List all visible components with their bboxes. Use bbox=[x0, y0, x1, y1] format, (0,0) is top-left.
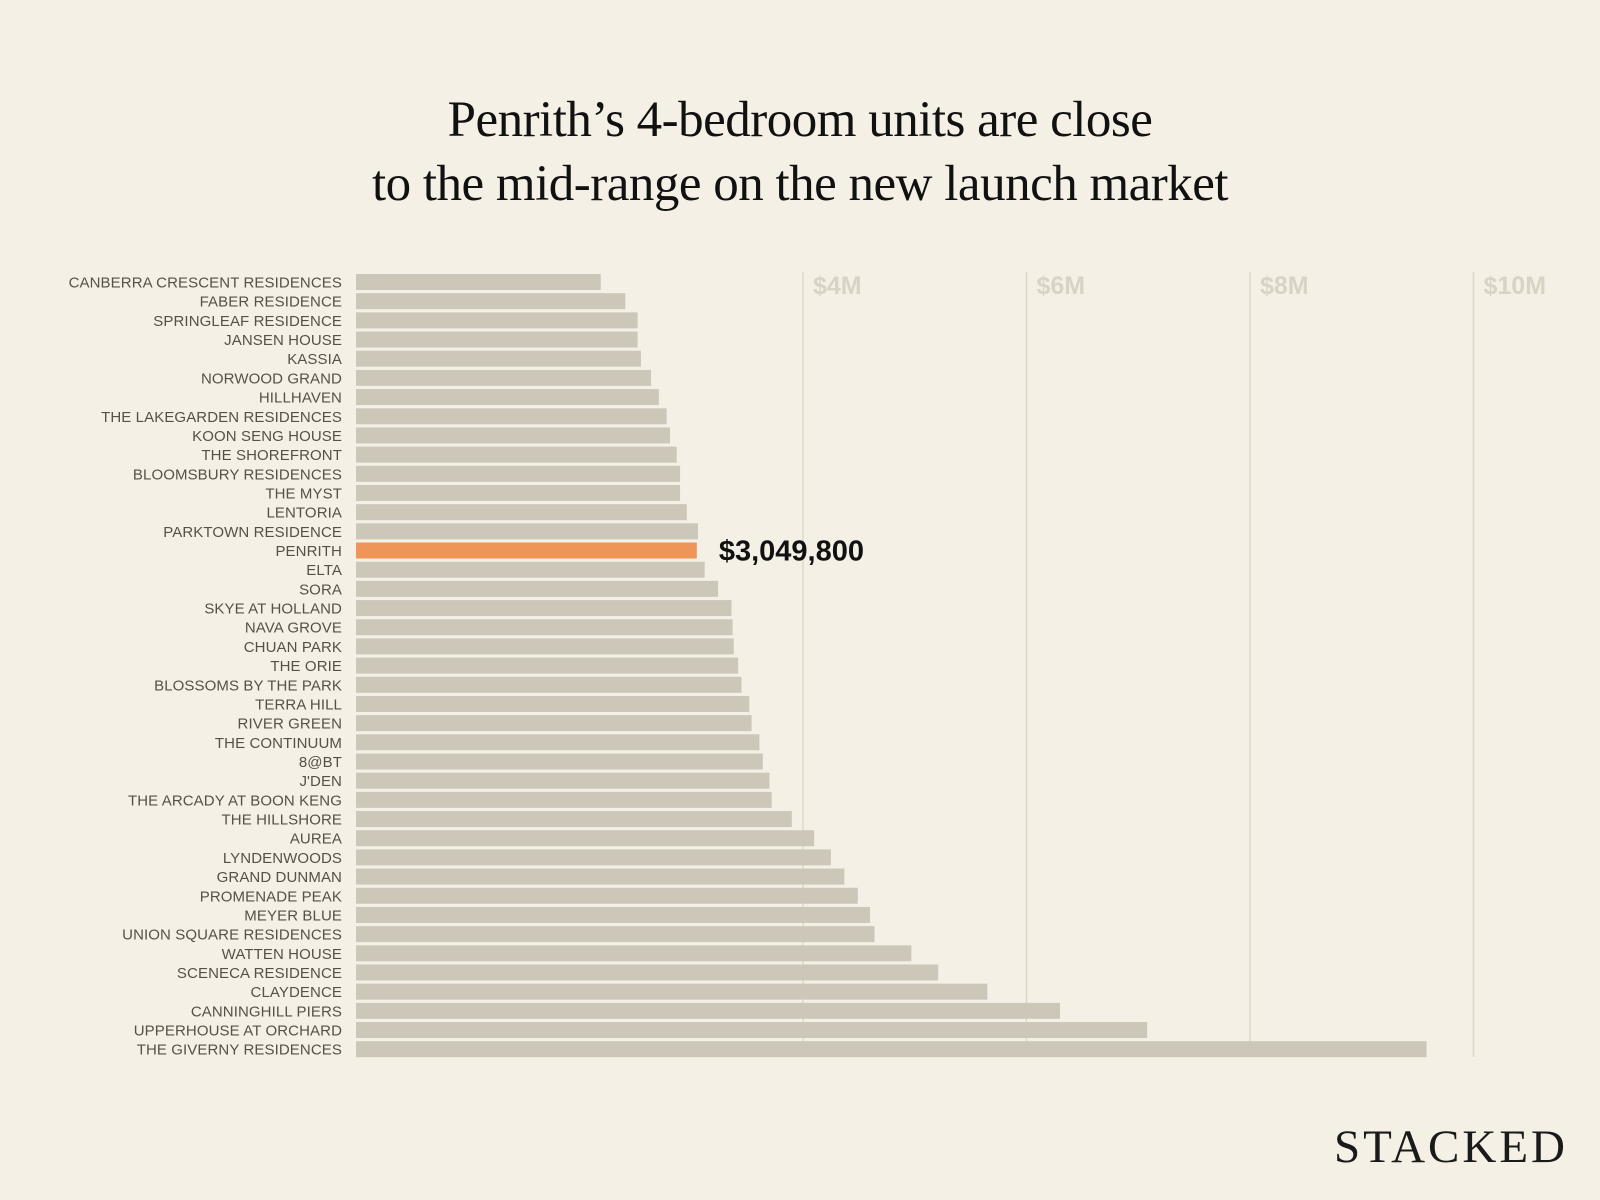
category-label: THE LAKEGARDEN RESIDENCES bbox=[101, 409, 342, 426]
x-tick-label: $4M bbox=[813, 272, 862, 300]
x-tick-label: $6M bbox=[1037, 272, 1086, 300]
bar bbox=[356, 1041, 1427, 1058]
category-label: UPPERHOUSE AT ORCHARD bbox=[134, 1023, 342, 1040]
bar bbox=[356, 350, 641, 367]
category-label: CANBERRA CRESCENT RESIDENCES bbox=[69, 275, 342, 292]
category-label: GRAND DUNMAN bbox=[217, 869, 342, 886]
bar bbox=[356, 772, 770, 789]
category-label: PENRITH bbox=[275, 543, 342, 560]
category-label: THE CONTINUUM bbox=[215, 735, 342, 752]
category-label: THE ORIE bbox=[270, 658, 342, 675]
bar bbox=[356, 753, 763, 770]
bar bbox=[356, 1002, 1061, 1019]
category-label: KOON SENG HOUSE bbox=[192, 428, 342, 445]
category-labels: CANBERRA CRESCENT RESIDENCES FABER RESIDE… bbox=[69, 275, 342, 1059]
category-label: LENTORIA bbox=[266, 505, 342, 522]
title-line-2: to the mid-range on the new launch marke… bbox=[371, 156, 1229, 212]
bar bbox=[356, 695, 750, 712]
category-label: CANNINGHILL PIERS bbox=[191, 1003, 342, 1020]
bar bbox=[356, 734, 760, 751]
category-label: SCENECA RESIDENCE bbox=[177, 965, 342, 982]
category-label: UNION SQUARE RESIDENCES bbox=[122, 927, 342, 944]
category-label: BLOSSOMS BY THE PARK bbox=[154, 677, 342, 694]
bar bbox=[356, 964, 939, 981]
bar bbox=[356, 580, 719, 597]
bar bbox=[356, 887, 858, 904]
category-label: WATTEN HOUSE bbox=[222, 946, 342, 963]
bar bbox=[356, 657, 739, 674]
category-label: CLAYDENCE bbox=[251, 984, 342, 1001]
data-label: $3,049,800 bbox=[719, 536, 864, 568]
category-label: AUREA bbox=[290, 831, 342, 848]
category-label: THE MYST bbox=[265, 485, 342, 502]
category-label: PARKTOWN RESIDENCE bbox=[163, 524, 342, 541]
category-label: FABER RESIDENCE bbox=[200, 294, 342, 311]
category-label: NAVA GROVE bbox=[245, 620, 342, 637]
bar bbox=[356, 638, 734, 655]
bar bbox=[356, 830, 815, 847]
bar bbox=[356, 715, 752, 732]
bar bbox=[356, 504, 687, 521]
bar bbox=[356, 312, 638, 329]
bar-highlight bbox=[356, 542, 697, 559]
category-label: PROMENADE PEAK bbox=[200, 888, 342, 905]
category-label: THE ARCADY AT BOON KENG bbox=[128, 792, 342, 809]
category-label: SORA bbox=[299, 581, 342, 598]
bar bbox=[356, 1022, 1148, 1039]
bar bbox=[356, 619, 733, 636]
bar bbox=[356, 484, 681, 501]
bar bbox=[356, 523, 698, 540]
category-label: KASSIA bbox=[287, 351, 342, 368]
bar bbox=[356, 465, 681, 482]
bar bbox=[356, 676, 742, 693]
bar bbox=[356, 561, 705, 578]
bar bbox=[356, 945, 912, 962]
category-label: SKYE AT HOLLAND bbox=[204, 601, 342, 618]
bar bbox=[356, 868, 845, 885]
category-label: HILLHAVEN bbox=[259, 390, 342, 407]
x-tick-label: $8M bbox=[1260, 272, 1309, 300]
category-label: ELTA bbox=[306, 562, 342, 579]
gridlines bbox=[802, 272, 1475, 1057]
category-label: SPRINGLEAF RESIDENCE bbox=[153, 313, 342, 330]
x-tick-label: $10M bbox=[1484, 272, 1547, 300]
bar bbox=[356, 849, 831, 866]
category-label: THE HILLSHORE bbox=[222, 812, 343, 829]
bar bbox=[356, 791, 772, 808]
bar bbox=[356, 446, 677, 463]
bar bbox=[356, 926, 875, 943]
bar bbox=[356, 389, 659, 406]
bar bbox=[356, 293, 626, 310]
bar bbox=[356, 811, 792, 828]
bar bbox=[356, 983, 988, 1000]
category-label: LYNDENWOODS bbox=[223, 850, 342, 867]
category-label: TERRA HILL bbox=[255, 696, 342, 713]
brand-logo: STACKED bbox=[1334, 1121, 1568, 1173]
category-label: JANSEN HOUSE bbox=[224, 332, 342, 349]
category-label: THE GIVERNY RESIDENCES bbox=[137, 1042, 342, 1059]
category-label: CHUAN PARK bbox=[244, 639, 342, 656]
title-line-1: Penrith’s 4-bedroom units are close bbox=[447, 92, 1153, 148]
category-label: 8@BT bbox=[299, 754, 342, 771]
bar bbox=[356, 331, 638, 348]
category-label: J'DEN bbox=[299, 773, 342, 790]
category-label: NORWOOD GRAND bbox=[201, 370, 342, 387]
bar bbox=[356, 274, 601, 290]
bar bbox=[356, 427, 671, 444]
x-axis-tick-labels: $4M $6M $8M $10M bbox=[813, 272, 1546, 300]
data-labels: $3,049,800 bbox=[719, 536, 864, 568]
category-label: RIVER GREEN bbox=[238, 716, 342, 733]
bar bbox=[356, 600, 732, 617]
chart-title: Penrith’s 4-bedroom units are close to t… bbox=[0, 88, 1600, 216]
category-label: THE SHOREFRONT bbox=[201, 447, 342, 464]
bar bbox=[356, 408, 667, 425]
bars bbox=[356, 274, 1427, 1058]
category-label: BLOOMSBURY RESIDENCES bbox=[133, 466, 342, 483]
bar bbox=[356, 369, 652, 386]
category-label: MEYER BLUE bbox=[244, 907, 342, 924]
bar bbox=[356, 906, 871, 923]
